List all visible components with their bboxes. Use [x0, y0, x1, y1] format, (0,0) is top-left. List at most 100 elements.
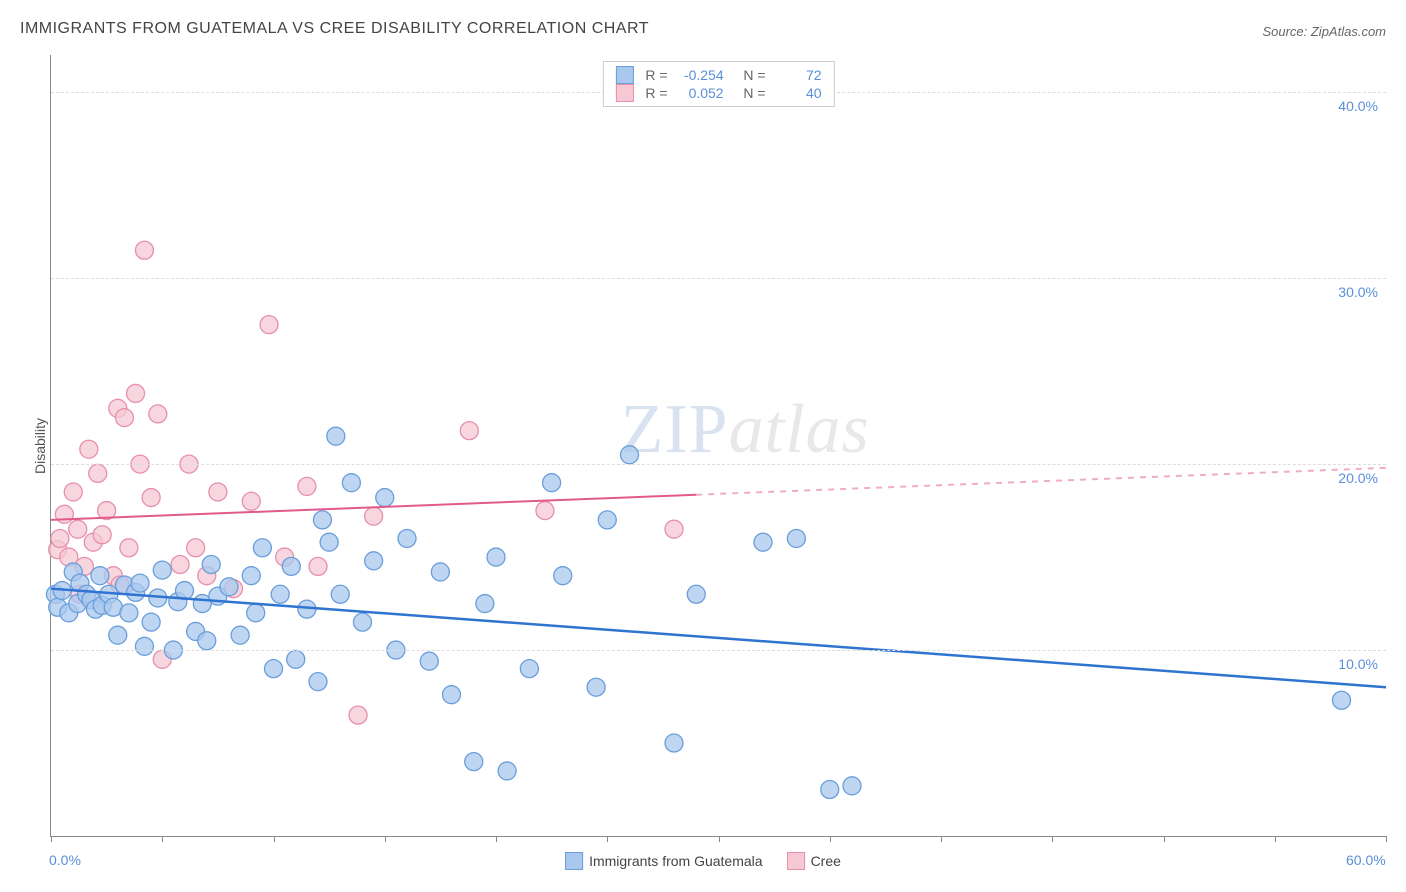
scatter-point-cree: [149, 405, 167, 423]
scatter-point-guatemala: [465, 753, 483, 771]
x-tick: [51, 836, 52, 842]
scatter-point-guatemala: [687, 585, 705, 603]
trend-line-cree-extrapolated: [696, 468, 1386, 495]
swatch-guatemala: [615, 66, 633, 84]
scatter-point-cree: [115, 409, 133, 427]
gridline: [51, 650, 1386, 651]
scatter-point-guatemala: [420, 652, 438, 670]
scatter-point-guatemala: [520, 660, 538, 678]
scatter-plot-svg: [51, 55, 1386, 836]
scatter-point-guatemala: [242, 567, 260, 585]
scatter-point-cree: [89, 464, 107, 482]
scatter-point-guatemala: [621, 446, 639, 464]
scatter-point-guatemala: [1333, 691, 1351, 709]
scatter-point-guatemala: [354, 613, 372, 631]
scatter-point-guatemala: [487, 548, 505, 566]
r-label: R =: [645, 67, 667, 83]
r-label: R =: [645, 85, 667, 101]
scatter-point-guatemala: [443, 686, 461, 704]
x-tick: [1164, 836, 1165, 842]
x-tick: [607, 836, 608, 842]
scatter-point-guatemala: [198, 632, 216, 650]
scatter-point-guatemala: [309, 673, 327, 691]
scatter-point-guatemala: [120, 604, 138, 622]
swatch-guatemala-bottom: [565, 852, 583, 870]
chart-title: IMMIGRANTS FROM GUATEMALA VS CREE DISABI…: [20, 20, 649, 38]
scatter-point-guatemala: [787, 529, 805, 547]
n-value-guatemala: 72: [774, 67, 822, 83]
scatter-point-cree: [242, 492, 260, 510]
scatter-point-guatemala: [320, 533, 338, 551]
legend-label-guatemala: Immigrants from Guatemala: [589, 853, 763, 869]
x-tick: [1386, 836, 1387, 842]
r-value-guatemala: -0.254: [676, 67, 724, 83]
y-tick-label: 10.0%: [1338, 656, 1378, 672]
scatter-point-guatemala: [231, 626, 249, 644]
correlation-legend: R = -0.254 N = 72 R = 0.052 N = 40: [602, 61, 834, 107]
scatter-point-guatemala: [287, 650, 305, 668]
scatter-point-cree: [120, 539, 138, 557]
scatter-point-guatemala: [220, 578, 238, 596]
scatter-point-guatemala: [247, 604, 265, 622]
scatter-point-guatemala: [398, 529, 416, 547]
trend-line-guatemala: [51, 589, 1386, 688]
scatter-point-cree: [536, 502, 554, 520]
scatter-point-cree: [135, 241, 153, 259]
scatter-point-guatemala: [313, 511, 331, 529]
legend-row-guatemala: R = -0.254 N = 72: [615, 66, 821, 84]
scatter-point-cree: [365, 507, 383, 525]
n-value-cree: 40: [774, 85, 822, 101]
scatter-point-guatemala: [331, 585, 349, 603]
x-tick: [162, 836, 163, 842]
scatter-point-guatemala: [498, 762, 516, 780]
x-tick: [830, 836, 831, 842]
scatter-point-cree: [460, 422, 478, 440]
scatter-point-cree: [127, 384, 145, 402]
y-axis-label: Disability: [32, 418, 48, 474]
scatter-point-guatemala: [754, 533, 772, 551]
scatter-point-guatemala: [327, 427, 345, 445]
scatter-point-cree: [187, 539, 205, 557]
x-tick: [1052, 836, 1053, 842]
scatter-point-cree: [260, 316, 278, 334]
scatter-point-guatemala: [131, 574, 149, 592]
scatter-point-cree: [64, 483, 82, 501]
scatter-point-guatemala: [543, 474, 561, 492]
scatter-point-guatemala: [342, 474, 360, 492]
y-tick-label: 40.0%: [1338, 98, 1378, 114]
swatch-cree: [615, 84, 633, 102]
gridline: [51, 464, 1386, 465]
y-tick-label: 20.0%: [1338, 470, 1378, 486]
scatter-point-cree: [309, 557, 327, 575]
x-tick: [941, 836, 942, 842]
n-label: N =: [736, 85, 766, 101]
scatter-point-guatemala: [598, 511, 616, 529]
x-tick: [1275, 836, 1276, 842]
scatter-point-guatemala: [476, 595, 494, 613]
scatter-point-cree: [209, 483, 227, 501]
gridline: [51, 278, 1386, 279]
scatter-point-guatemala: [431, 563, 449, 581]
series-legend: Immigrants from Guatemala Cree: [565, 852, 841, 870]
scatter-point-guatemala: [365, 552, 383, 570]
scatter-point-guatemala: [271, 585, 289, 603]
scatter-point-cree: [171, 556, 189, 574]
scatter-point-guatemala: [554, 567, 572, 585]
x-tick: [496, 836, 497, 842]
scatter-point-guatemala: [665, 734, 683, 752]
scatter-point-cree: [80, 440, 98, 458]
x-tick: [385, 836, 386, 842]
scatter-point-cree: [69, 520, 87, 538]
legend-row-cree: R = 0.052 N = 40: [615, 84, 821, 102]
scatter-point-guatemala: [91, 567, 109, 585]
legend-item-cree: Cree: [787, 852, 841, 870]
scatter-point-guatemala: [821, 781, 839, 799]
y-tick-label: 30.0%: [1338, 284, 1378, 300]
scatter-point-guatemala: [153, 561, 171, 579]
legend-item-guatemala: Immigrants from Guatemala: [565, 852, 763, 870]
source-attribution: Source: ZipAtlas.com: [1262, 24, 1386, 39]
scatter-point-guatemala: [843, 777, 861, 795]
scatter-point-guatemala: [265, 660, 283, 678]
legend-label-cree: Cree: [811, 853, 841, 869]
scatter-point-cree: [665, 520, 683, 538]
